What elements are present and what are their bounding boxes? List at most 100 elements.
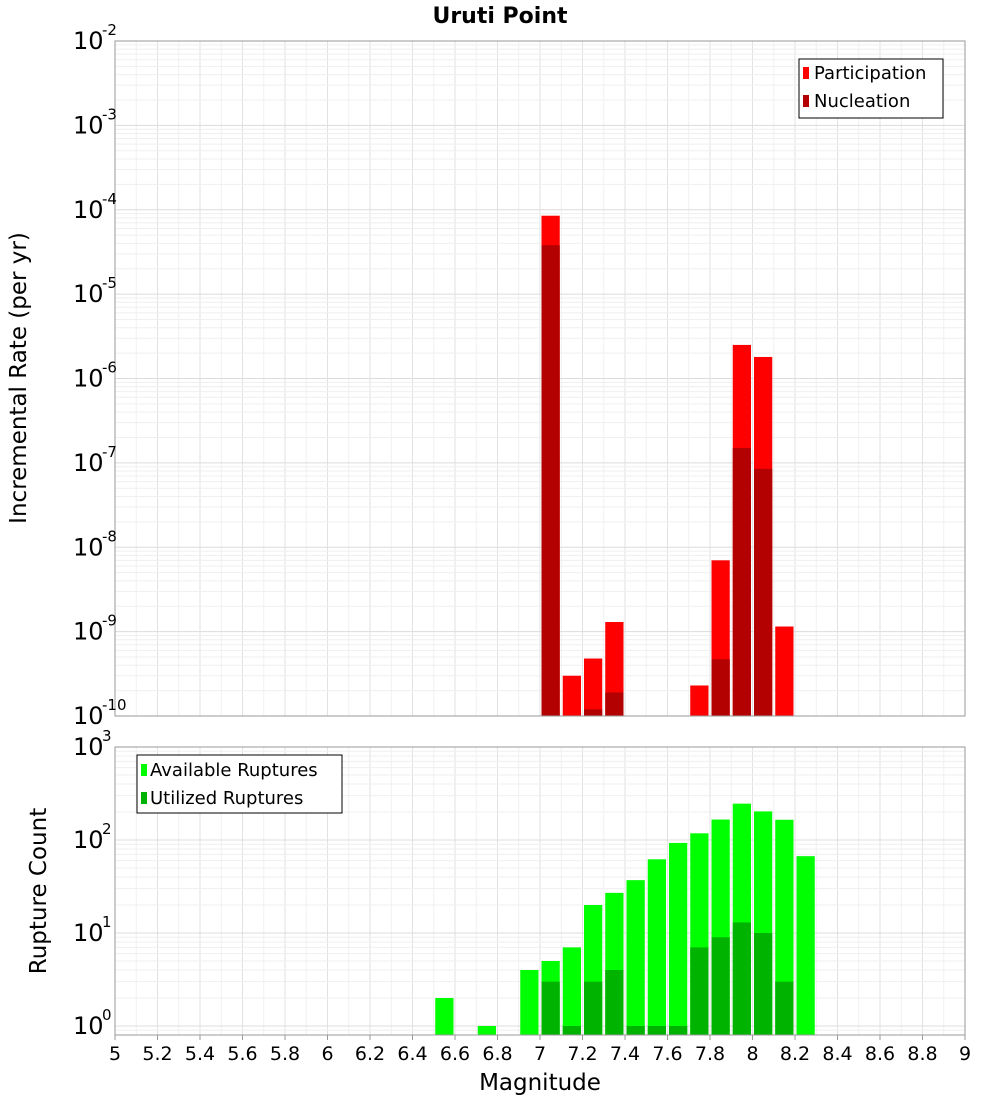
bar-nucleation — [541, 245, 560, 717]
bar-available-ruptures — [520, 969, 539, 1035]
x-ticks: 5 5.2 5.4 5.6 5.8 6 6.2 6.4 6.6 6.8 7 7.2 7.4 7.6 7.8 8… — [109, 1035, 971, 1065]
x-tick-label: 6.8 — [482, 1043, 512, 1065]
bar-available-ruptures — [669, 842, 688, 1035]
top-y-tick-base: 10 — [73, 280, 104, 308]
x-tick-label: 6.2 — [355, 1043, 385, 1065]
bar-nucleation — [754, 468, 773, 716]
bar-utilized-ruptures — [775, 981, 794, 1035]
top-y-tick-label: 10-4 — [73, 190, 117, 224]
top-legend: Participation Nucleation — [798, 58, 944, 119]
x-tick-label: 8.2 — [780, 1043, 810, 1065]
top-y-tick-label: 10-3 — [73, 105, 117, 139]
top-y-tick-label: 10-7 — [73, 443, 117, 477]
bar-available-ruptures — [796, 856, 815, 1035]
top-y-tick-label: 10-5 — [73, 274, 117, 308]
bar-utilized-ruptures — [541, 981, 560, 1035]
top-y-tick-base: 10 — [73, 27, 104, 55]
bar-utilized-ruptures — [605, 969, 624, 1035]
bar-available-ruptures — [647, 859, 666, 1035]
bottom-y-tick-base: 10 — [73, 1012, 104, 1040]
top-y-tick-exp: -9 — [102, 612, 117, 630]
top-y-tick-base: 10 — [73, 196, 104, 224]
top-y-tick-label: 10-10 — [73, 696, 127, 730]
top-y-tick-label: 10-2 — [73, 21, 117, 55]
top-y-axis-title: Incremental Rate (per yr) — [6, 232, 32, 524]
top-y-tick-base: 10 — [73, 449, 104, 477]
bar-available-ruptures — [477, 1025, 496, 1035]
bar-available-ruptures — [775, 819, 794, 1035]
bar-available-ruptures — [562, 947, 581, 1035]
top-y-tick-exp: -5 — [102, 274, 117, 292]
x-tick-label: 6.6 — [440, 1043, 470, 1065]
bar-utilized-ruptures — [584, 981, 603, 1035]
x-tick-label: 6.4 — [397, 1043, 427, 1065]
bar-participation — [690, 685, 709, 716]
bar-participation — [562, 675, 581, 716]
top-y-tick-exp: -3 — [102, 105, 117, 123]
x-tick-label: 8.6 — [865, 1043, 895, 1065]
bar-utilized-ruptures — [711, 937, 730, 1035]
x-tick-label: 8 — [746, 1043, 758, 1065]
legend-label-utilized-ruptures: Utilized Ruptures — [150, 788, 303, 809]
bar-nucleation — [732, 448, 751, 716]
top-y-tick-exp: -7 — [102, 443, 117, 461]
top-y-tick-exp: -6 — [102, 359, 117, 377]
x-tick-label: 8.4 — [822, 1043, 852, 1065]
bottom-y-tick-label: 100 — [73, 1006, 112, 1040]
bottom-y-tick-label: 103 — [73, 727, 112, 761]
bar-participation — [584, 658, 603, 716]
legend-swatch-participation — [803, 67, 809, 79]
bar-utilized-ruptures — [754, 932, 773, 1035]
bottom-y-tick-base: 10 — [73, 826, 104, 854]
bar-nucleation — [584, 709, 603, 716]
legend-swatch-utilized-ruptures — [141, 792, 147, 804]
x-tick-label: 5 — [109, 1043, 121, 1065]
bottom-y-tick-base: 10 — [73, 919, 104, 947]
bottom-y-tick-base: 10 — [73, 733, 104, 761]
x-tick-label: 6 — [321, 1043, 333, 1065]
bottom-y-tick-exp: 0 — [102, 1006, 112, 1024]
bar-utilized-ruptures — [732, 922, 751, 1035]
x-tick-label: 7.8 — [695, 1043, 725, 1065]
legend-swatch-available-ruptures — [141, 764, 147, 776]
top-y-tick-label: 10-8 — [73, 527, 117, 561]
x-tick-label: 5.6 — [227, 1043, 257, 1065]
x-tick-label: 8.8 — [907, 1043, 937, 1065]
bar-utilized-ruptures — [647, 1025, 666, 1035]
x-tick-label: 5.8 — [270, 1043, 300, 1065]
top-y-tick-exp: -10 — [102, 696, 127, 714]
bar-nucleation — [605, 692, 624, 716]
x-tick-label: 7 — [534, 1043, 546, 1065]
top-y-tick-label: 10-9 — [73, 612, 117, 646]
legend-label-available-ruptures: Available Ruptures — [150, 760, 318, 781]
x-tick-label: 7.2 — [567, 1043, 597, 1065]
bar-utilized-ruptures — [690, 947, 709, 1035]
bottom-y-tick-exp: 1 — [102, 913, 112, 931]
legend-label-participation: Participation — [814, 63, 926, 84]
x-axis-title: Magnitude — [479, 1070, 601, 1096]
legend-swatch-nucleation — [803, 95, 809, 107]
top-y-tick-base: 10 — [73, 618, 104, 646]
bottom-legend: Available Ruptures Utilized Ruptures — [136, 754, 343, 814]
bottom-y-axis-title: Rupture Count — [26, 808, 52, 974]
top-y-tick-exp: -2 — [102, 21, 117, 39]
bar-nucleation — [711, 659, 730, 716]
bottom-legend-box — [136, 754, 343, 814]
top-y-tick-exp: -8 — [102, 527, 117, 545]
bar-utilized-ruptures — [562, 1025, 581, 1035]
bar-available-ruptures — [435, 997, 454, 1035]
x-tick-label: 5.4 — [185, 1043, 215, 1065]
top-y-tick-base: 10 — [73, 702, 104, 730]
top-y-tick-base: 10 — [73, 533, 104, 561]
bottom-y-tick-label: 101 — [73, 913, 112, 947]
top-plot-frame — [114, 40, 966, 717]
bottom-y-tick-exp: 3 — [102, 727, 112, 745]
x-tick-label: 5.2 — [142, 1043, 172, 1065]
top-bars — [541, 215, 794, 717]
x-tick-label: 7.4 — [610, 1043, 640, 1065]
top-legend-box — [798, 58, 944, 119]
